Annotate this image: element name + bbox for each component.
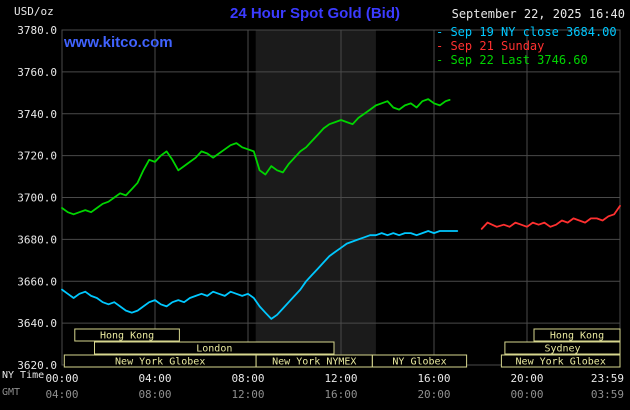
session-box [504, 341, 621, 355]
x-axis-tick-label-ny: 20:00 [510, 372, 543, 385]
x-axis-tick-label-ny: 08:00 [231, 372, 264, 385]
legend-item-sep22-last: - Sep 22 Last 3746.60 [436, 53, 588, 67]
session-label: NY Globex [392, 357, 446, 368]
session-label: Hong Kong [100, 331, 154, 342]
session-box [74, 328, 180, 342]
session-label: Hong Kong [550, 331, 604, 342]
x-axis-tick-label-gmt: 16:00 [324, 388, 357, 401]
x-axis-tick-label-gmt: 12:00 [231, 388, 264, 401]
gmt-axis-label: GMT [2, 387, 21, 398]
session-label: Sydney [544, 344, 580, 355]
session-label: New York NYMEX [272, 357, 356, 368]
y-axis-tick-label: 3740.0 [17, 108, 57, 121]
y-axis-tick-label: 3700.0 [17, 192, 57, 205]
y-axis-units-label: USD/oz [14, 5, 54, 18]
y-axis-tick-label: 3680.0 [17, 233, 57, 246]
chart-timestamp: September 22, 2025 16:40 [451, 7, 625, 21]
x-axis-tick-label-ny: 00:00 [45, 372, 78, 385]
chart-legend: - Sep 19 NY close 3684.00- Sep 21 Sunday… [436, 25, 617, 67]
x-axis-tick-label-gmt: 04:00 [45, 388, 78, 401]
session-box [371, 354, 468, 368]
session-box [500, 354, 621, 368]
y-axis-tick-label: 3660.0 [17, 275, 57, 288]
session-label: New York Globex [115, 357, 205, 368]
x-axis-tick-label-gmt: 08:00 [138, 388, 171, 401]
y-axis-tick-label: 3780.0 [17, 24, 57, 37]
kitco-watermark-link[interactable]: www.kitco.com [64, 34, 173, 51]
x-axis-tick-label-ny: 16:00 [417, 372, 450, 385]
y-axis-tick-label: 3620.0 [17, 359, 57, 372]
x-axis-tick-label-gmt: 03:59 [591, 388, 624, 401]
x-axis-tick-label-ny: 12:00 [324, 372, 357, 385]
y-axis-tick-label: 3720.0 [17, 150, 57, 163]
series-line-sep22-last [61, 98, 451, 216]
x-axis-tick-label-gmt: 00:00 [510, 388, 543, 401]
legend-item-sep21-sunday: - Sep 21 Sunday [436, 39, 545, 53]
series-line-sep21-sunday [480, 204, 621, 230]
session-label: London [196, 344, 232, 355]
y-axis-tick-label: 3640.0 [17, 317, 57, 330]
chart-title: 24 Hour Spot Gold (Bid) [230, 5, 400, 22]
ny-time-axis-label: NY Time [2, 370, 45, 381]
session-box [533, 328, 621, 342]
x-axis-tick-label-ny: 23:59 [591, 372, 624, 385]
legend-item-sep19-ny-close: - Sep 19 NY close 3684.00 [436, 25, 617, 39]
y-axis-tick-label: 3760.0 [17, 66, 57, 79]
series-line-sep19-ny-close [61, 230, 459, 320]
x-axis-tick-label-ny: 04:00 [138, 372, 171, 385]
session-label: New York Globex [516, 357, 606, 368]
session-box [94, 341, 335, 355]
x-axis-tick-label-gmt: 20:00 [417, 388, 450, 401]
